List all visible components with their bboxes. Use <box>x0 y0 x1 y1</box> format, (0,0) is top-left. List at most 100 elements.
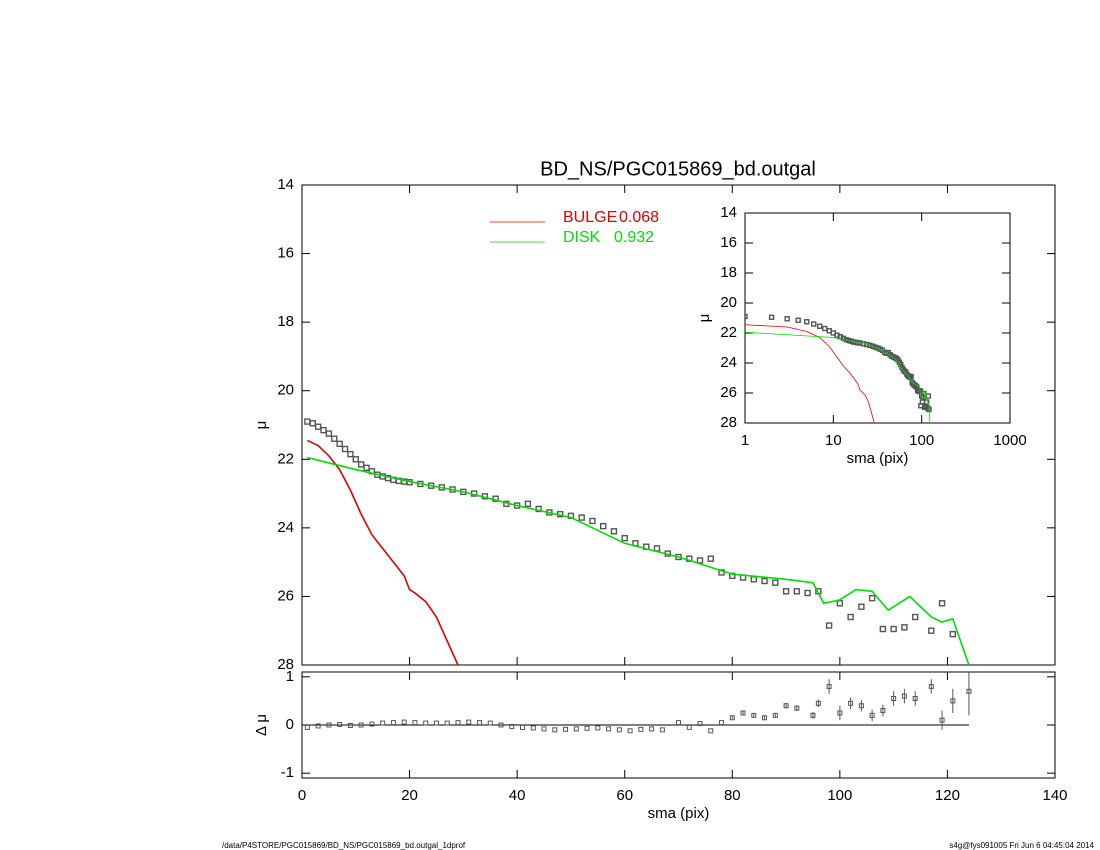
data-point <box>578 514 585 521</box>
residual-point <box>380 720 386 726</box>
y-tick-label: 22 <box>720 324 737 341</box>
model-line <box>307 439 459 665</box>
data-point <box>600 522 607 530</box>
y-tick-label: -1 <box>281 764 294 781</box>
data-point <box>782 588 790 595</box>
residual-point <box>928 683 934 689</box>
data-point <box>621 534 628 542</box>
y-tick-label: 20 <box>720 294 737 311</box>
residual-point <box>826 683 832 689</box>
data-point <box>347 450 354 458</box>
residual-point <box>530 725 536 731</box>
residual-point <box>444 720 450 726</box>
x-axis-label: sma (pix) <box>648 805 710 822</box>
y-tick-label: 16 <box>720 234 737 251</box>
residual-point <box>552 727 558 733</box>
footer-left: /data/P4STORE/PGC015869/BD_NS/PGC015869_… <box>222 841 466 850</box>
x-tick-label: 100 <box>909 432 934 449</box>
x-tick-label: 80 <box>724 787 741 804</box>
residual-point <box>358 722 364 728</box>
x-tick-label: 40 <box>509 787 526 804</box>
data-point <box>357 461 365 468</box>
residual-point <box>772 712 778 718</box>
x-tick-label: 1000 <box>993 432 1026 449</box>
y-tick-label: 16 <box>277 245 294 262</box>
residual-point <box>810 712 816 718</box>
y-tick-label: 28 <box>277 656 294 673</box>
residual-point <box>412 720 418 726</box>
residual-point <box>950 698 956 704</box>
data-point <box>793 588 801 595</box>
legend-name: BULGE <box>563 209 617 226</box>
data-point <box>901 624 908 631</box>
residual-point <box>498 722 504 728</box>
y-tick-label: 14 <box>277 176 294 193</box>
residual-point <box>563 726 569 732</box>
residual-point <box>708 728 714 734</box>
residual-point <box>584 725 590 731</box>
legend-fraction: 0.932 <box>614 229 654 246</box>
residual-point <box>901 693 907 699</box>
residual-point <box>326 722 332 728</box>
data-point <box>949 630 957 638</box>
residual-point <box>315 723 321 729</box>
residual-point <box>676 720 681 726</box>
model-line <box>745 331 931 423</box>
data-point <box>836 600 844 607</box>
data-point <box>804 319 810 325</box>
data-point <box>919 399 926 405</box>
residual-point <box>740 710 746 716</box>
data-point <box>911 613 919 621</box>
residual-point <box>423 720 429 726</box>
residual-point <box>659 727 665 733</box>
residual-point <box>729 715 735 721</box>
residual-point <box>455 720 461 726</box>
data-point <box>653 545 661 552</box>
data-point <box>825 622 833 629</box>
data-point <box>858 603 865 610</box>
residual-point <box>912 696 918 701</box>
y-tick-label: 1 <box>286 668 294 685</box>
legend-name: DISK <box>563 229 601 246</box>
residual-point <box>719 720 725 726</box>
residual-point <box>858 703 864 709</box>
residual-point <box>369 721 375 727</box>
data-point <box>879 625 887 633</box>
y-tick-label: 24 <box>277 519 294 536</box>
residual-point <box>487 720 493 726</box>
plot-area <box>304 418 970 665</box>
residual-point <box>697 721 703 727</box>
residual-point <box>939 717 945 723</box>
y-tick-label: 22 <box>277 450 294 467</box>
residual-point <box>390 720 396 726</box>
plot-area <box>745 313 932 423</box>
data-point <box>745 313 748 320</box>
x-tick-label: 0 <box>298 787 306 804</box>
residual-point <box>815 700 821 706</box>
data-point <box>707 555 714 562</box>
x-tick-label: 10 <box>825 432 842 449</box>
residual-point <box>541 726 547 732</box>
residual-point <box>466 719 472 725</box>
residual-point <box>869 712 875 718</box>
data-point <box>341 445 349 453</box>
data-point <box>309 420 316 427</box>
data-point <box>816 323 823 329</box>
data-point <box>336 440 343 448</box>
data-point <box>352 456 359 463</box>
data-point <box>890 625 897 633</box>
data-point <box>610 528 618 535</box>
residual-point <box>304 724 310 730</box>
data-point <box>847 613 854 621</box>
residual-point <box>347 722 353 728</box>
y-tick-label: 28 <box>720 414 737 431</box>
data-point <box>795 317 801 323</box>
data-point <box>761 577 768 585</box>
residual-point <box>573 726 579 732</box>
residual-point <box>520 724 526 730</box>
data-point <box>750 576 757 583</box>
y-tick-label: 18 <box>720 264 737 281</box>
plot-frame <box>301 184 1056 666</box>
data-point <box>811 321 817 327</box>
